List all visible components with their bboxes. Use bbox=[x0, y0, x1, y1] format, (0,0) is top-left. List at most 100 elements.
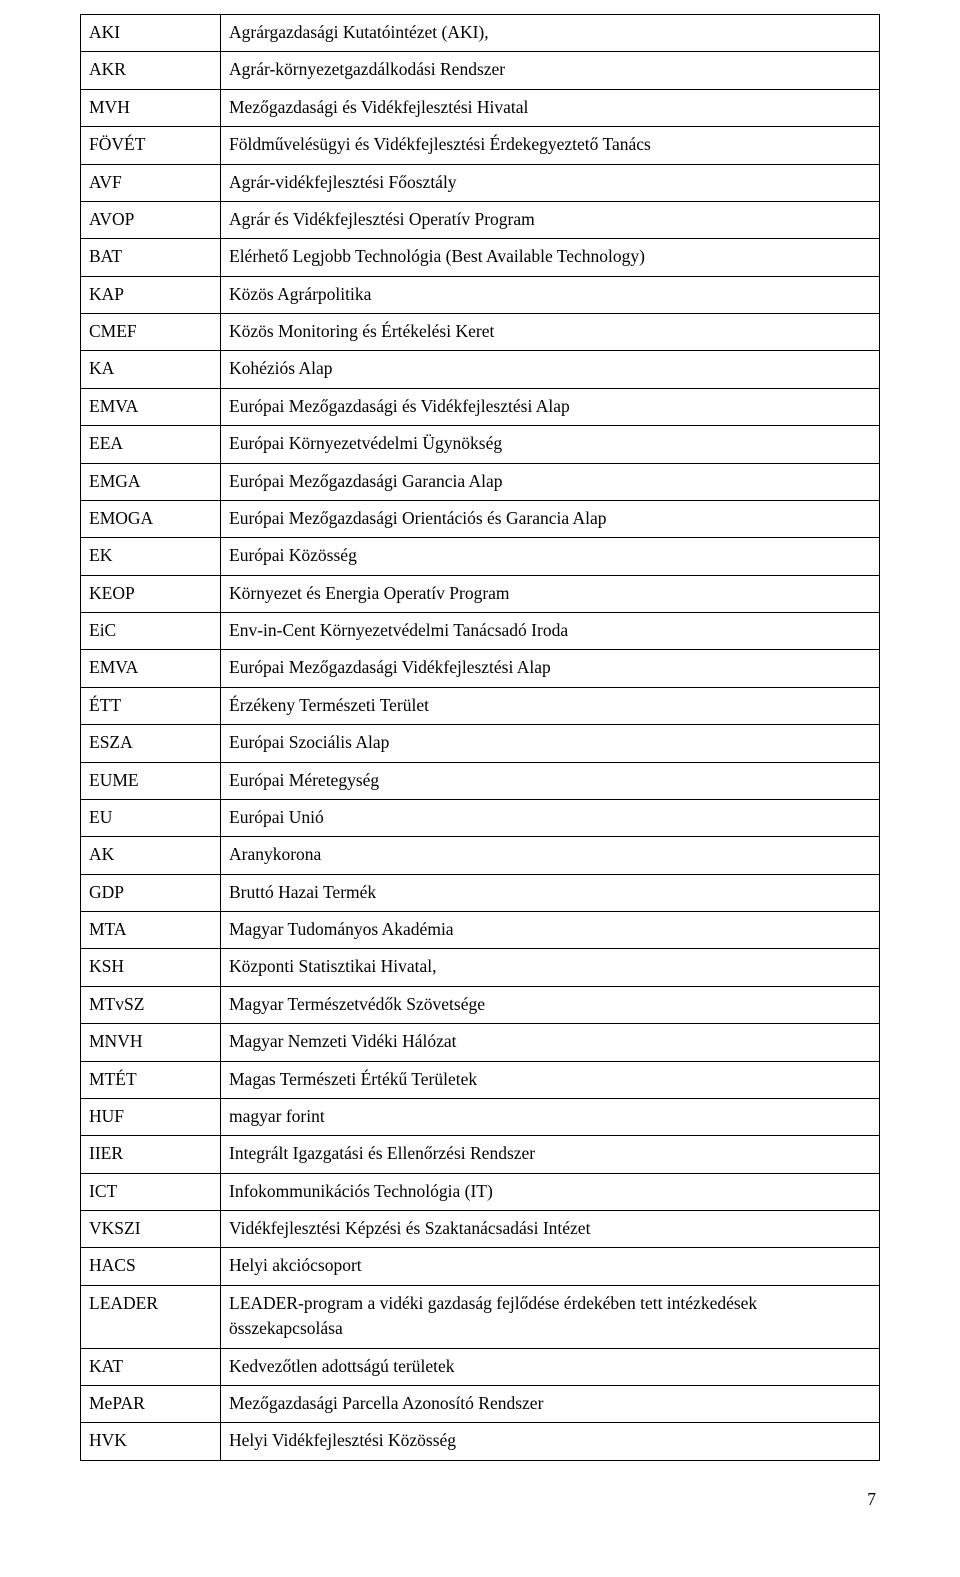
abbr-cell: AKR bbox=[81, 52, 221, 89]
abbr-cell: HUF bbox=[81, 1098, 221, 1135]
definition-cell: Közös Agrárpolitika bbox=[221, 276, 880, 313]
definition-cell: LEADER-program a vidéki gazdaság fejlődé… bbox=[221, 1285, 880, 1348]
table-row: AKAranykorona bbox=[81, 837, 880, 874]
table-row: KEOPKörnyezet és Energia Operatív Progra… bbox=[81, 575, 880, 612]
abbr-cell: MTÉT bbox=[81, 1061, 221, 1098]
table-row: HACSHelyi akciócsoport bbox=[81, 1248, 880, 1285]
table-row: KSHKözponti Statisztikai Hivatal, bbox=[81, 949, 880, 986]
table-row: AKIAgrárgazdasági Kutatóintézet (AKI), bbox=[81, 15, 880, 52]
table-row: KAKohéziós Alap bbox=[81, 351, 880, 388]
definition-cell: Magyar Természetvédők Szövetsége bbox=[221, 986, 880, 1023]
table-row: EKEurópai Közösség bbox=[81, 538, 880, 575]
table-row: MVHMezőgazdasági és Vidékfejlesztési Hiv… bbox=[81, 89, 880, 126]
abbr-cell: KSH bbox=[81, 949, 221, 986]
definition-cell: Földművelésügyi és Vidékfejlesztési Érde… bbox=[221, 127, 880, 164]
table-row: EMGAEurópai Mezőgazdasági Garancia Alap bbox=[81, 463, 880, 500]
abbr-cell: EiC bbox=[81, 613, 221, 650]
table-row: VKSZIVidékfejlesztési Képzési és Szaktan… bbox=[81, 1211, 880, 1248]
table-row: LEADERLEADER-program a vidéki gazdaság f… bbox=[81, 1285, 880, 1348]
definition-cell: Magas Természeti Értékű Területek bbox=[221, 1061, 880, 1098]
definition-cell: Bruttó Hazai Termék bbox=[221, 874, 880, 911]
table-row: BATElérhető Legjobb Technológia (Best Av… bbox=[81, 239, 880, 276]
table-row: KATKedvezőtlen adottságú területek bbox=[81, 1348, 880, 1385]
definition-cell: Európai Unió bbox=[221, 799, 880, 836]
definition-cell: Európai Mezőgazdasági Orientációs és Gar… bbox=[221, 500, 880, 537]
page-number: 7 bbox=[80, 1489, 880, 1510]
definition-cell: Európai Mezőgazdasági Vidékfejlesztési A… bbox=[221, 650, 880, 687]
definition-cell: Európai Mezőgazdasági Garancia Alap bbox=[221, 463, 880, 500]
definition-cell: Elérhető Legjobb Technológia (Best Avail… bbox=[221, 239, 880, 276]
table-row: MTÉTMagas Természeti Értékű Területek bbox=[81, 1061, 880, 1098]
table-row: MTAMagyar Tudományos Akadémia bbox=[81, 912, 880, 949]
abbr-cell: EMVA bbox=[81, 388, 221, 425]
definition-cell: Kohéziós Alap bbox=[221, 351, 880, 388]
abbr-cell: MePAR bbox=[81, 1385, 221, 1422]
table-row: EMOGAEurópai Mezőgazdasági Orientációs é… bbox=[81, 500, 880, 537]
definition-cell: Agrár-környezetgazdálkodási Rendszer bbox=[221, 52, 880, 89]
definition-cell: Közös Monitoring és Értékelési Keret bbox=[221, 314, 880, 351]
table-row: CMEFKözös Monitoring és Értékelési Keret bbox=[81, 314, 880, 351]
definition-cell: Európai Méretegység bbox=[221, 762, 880, 799]
definition-cell: Kedvezőtlen adottságú területek bbox=[221, 1348, 880, 1385]
table-row: ÉTTÉrzékeny Természeti Terület bbox=[81, 687, 880, 724]
definition-cell: Env-in-Cent Környezetvédelmi Tanácsadó I… bbox=[221, 613, 880, 650]
definition-cell: Mezőgazdasági Parcella Azonosító Rendsze… bbox=[221, 1385, 880, 1422]
definition-cell: Agrárgazdasági Kutatóintézet (AKI), bbox=[221, 15, 880, 52]
table-row: EUEurópai Unió bbox=[81, 799, 880, 836]
abbr-cell: EMOGA bbox=[81, 500, 221, 537]
abbr-cell: LEADER bbox=[81, 1285, 221, 1348]
definition-cell: Központi Statisztikai Hivatal, bbox=[221, 949, 880, 986]
definition-cell: Agrár és Vidékfejlesztési Operatív Progr… bbox=[221, 201, 880, 238]
table-row: HUFmagyar forint bbox=[81, 1098, 880, 1135]
table-row: GDPBruttó Hazai Termék bbox=[81, 874, 880, 911]
definition-cell: Európai Mezőgazdasági és Vidékfejlesztés… bbox=[221, 388, 880, 425]
abbr-cell: KAT bbox=[81, 1348, 221, 1385]
abbr-cell: BAT bbox=[81, 239, 221, 276]
definition-cell: Aranykorona bbox=[221, 837, 880, 874]
abbr-cell: ICT bbox=[81, 1173, 221, 1210]
table-row: HVKHelyi Vidékfejlesztési Közösség bbox=[81, 1423, 880, 1460]
definition-cell: Helyi Vidékfejlesztési Közösség bbox=[221, 1423, 880, 1460]
abbr-cell: EMVA bbox=[81, 650, 221, 687]
abbr-cell: HACS bbox=[81, 1248, 221, 1285]
table-row: IIERIntegrált Igazgatási és Ellenőrzési … bbox=[81, 1136, 880, 1173]
abbr-cell: MTA bbox=[81, 912, 221, 949]
abbr-cell: AVF bbox=[81, 164, 221, 201]
abbr-cell: AVOP bbox=[81, 201, 221, 238]
table-row: AVFAgrár-vidékfejlesztési Főosztály bbox=[81, 164, 880, 201]
abbr-cell: VKSZI bbox=[81, 1211, 221, 1248]
table-row: AVOPAgrár és Vidékfejlesztési Operatív P… bbox=[81, 201, 880, 238]
definition-cell: Vidékfejlesztési Képzési és Szaktanácsad… bbox=[221, 1211, 880, 1248]
table-row: ICTInfokommunikációs Technológia (IT) bbox=[81, 1173, 880, 1210]
definition-cell: Helyi akciócsoport bbox=[221, 1248, 880, 1285]
definition-cell: Európai Szociális Alap bbox=[221, 725, 880, 762]
definition-cell: Integrált Igazgatási és Ellenőrzési Rend… bbox=[221, 1136, 880, 1173]
abbr-cell: KEOP bbox=[81, 575, 221, 612]
definition-cell: Agrár-vidékfejlesztési Főosztály bbox=[221, 164, 880, 201]
table-row: EEAEurópai Környezetvédelmi Ügynökség bbox=[81, 426, 880, 463]
table-row: FÖVÉTFöldművelésügyi és Vidékfejlesztési… bbox=[81, 127, 880, 164]
table-row: EUMEEurópai Méretegység bbox=[81, 762, 880, 799]
definition-cell: magyar forint bbox=[221, 1098, 880, 1135]
abbr-cell: ESZA bbox=[81, 725, 221, 762]
abbr-cell: GDP bbox=[81, 874, 221, 911]
abbreviation-table: AKIAgrárgazdasági Kutatóintézet (AKI),AK… bbox=[80, 14, 880, 1461]
definition-cell: Mezőgazdasági és Vidékfejlesztési Hivata… bbox=[221, 89, 880, 126]
definition-cell: Európai Közösség bbox=[221, 538, 880, 575]
abbr-cell: FÖVÉT bbox=[81, 127, 221, 164]
abbr-cell: KA bbox=[81, 351, 221, 388]
definition-cell: Infokommunikációs Technológia (IT) bbox=[221, 1173, 880, 1210]
table-row: MNVHMagyar Nemzeti Vidéki Hálózat bbox=[81, 1024, 880, 1061]
abbr-cell: AKI bbox=[81, 15, 221, 52]
abbr-cell: AK bbox=[81, 837, 221, 874]
abbr-cell: ÉTT bbox=[81, 687, 221, 724]
abbr-cell: MTvSZ bbox=[81, 986, 221, 1023]
table-row: MTvSZMagyar Természetvédők Szövetsége bbox=[81, 986, 880, 1023]
table-row: EiCEnv-in-Cent Környezetvédelmi Tanácsad… bbox=[81, 613, 880, 650]
abbr-cell: IIER bbox=[81, 1136, 221, 1173]
table-row: AKRAgrár-környezetgazdálkodási Rendszer bbox=[81, 52, 880, 89]
table-row: EMVAEurópai Mezőgazdasági és Vidékfejles… bbox=[81, 388, 880, 425]
abbr-cell: HVK bbox=[81, 1423, 221, 1460]
abbr-cell: EUME bbox=[81, 762, 221, 799]
abbr-cell: EEA bbox=[81, 426, 221, 463]
